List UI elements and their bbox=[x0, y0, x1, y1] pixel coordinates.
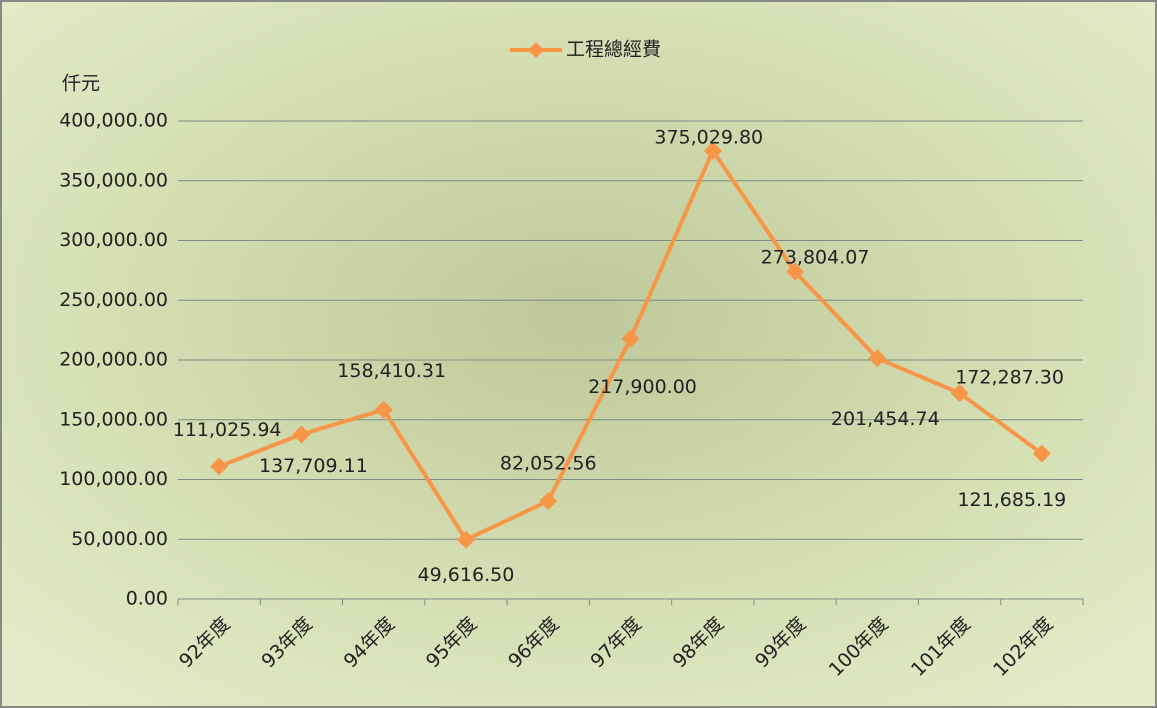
data-point bbox=[703, 141, 722, 160]
data-label: 158,410.31 bbox=[337, 360, 446, 382]
y-tick-label: 250,000.00 bbox=[59, 289, 168, 311]
data-point bbox=[374, 400, 393, 419]
data-label: 375,029.80 bbox=[654, 126, 763, 148]
y-tick-label: 100,000.00 bbox=[59, 468, 168, 490]
y-tick-label: 50,000.00 bbox=[71, 528, 168, 550]
data-point bbox=[868, 349, 887, 368]
y-axis-label: 仟元 bbox=[62, 73, 100, 95]
data-label: 137,709.11 bbox=[259, 455, 368, 477]
legend-label: 工程總經費 bbox=[566, 39, 661, 61]
y-tick-label: 300,000.00 bbox=[59, 229, 168, 251]
data-point bbox=[621, 329, 640, 348]
data-point bbox=[456, 530, 475, 549]
y-tick-label: 0.00 bbox=[126, 588, 168, 610]
data-label: 172,287.30 bbox=[955, 367, 1064, 389]
data-point bbox=[210, 457, 229, 476]
y-tick-label: 350,000.00 bbox=[59, 169, 168, 191]
data-label: 49,616.50 bbox=[418, 564, 515, 586]
y-tick-label: 150,000.00 bbox=[59, 408, 168, 430]
data-label: 121,685.19 bbox=[957, 489, 1066, 511]
legend-marker bbox=[528, 42, 544, 58]
data-point bbox=[1032, 444, 1051, 463]
data-label: 217,900.00 bbox=[588, 376, 697, 398]
y-tick-label: 200,000.00 bbox=[59, 349, 168, 371]
data-point bbox=[292, 425, 311, 444]
data-point bbox=[786, 262, 805, 281]
data-point bbox=[950, 384, 969, 403]
data-label: 201,454.74 bbox=[831, 408, 940, 430]
data-label: 82,052.56 bbox=[500, 452, 597, 474]
data-label: 273,804.07 bbox=[761, 246, 870, 268]
data-point bbox=[539, 491, 558, 510]
data-label: 111,025.94 bbox=[173, 419, 282, 441]
y-tick-label: 400,000.00 bbox=[59, 110, 168, 132]
